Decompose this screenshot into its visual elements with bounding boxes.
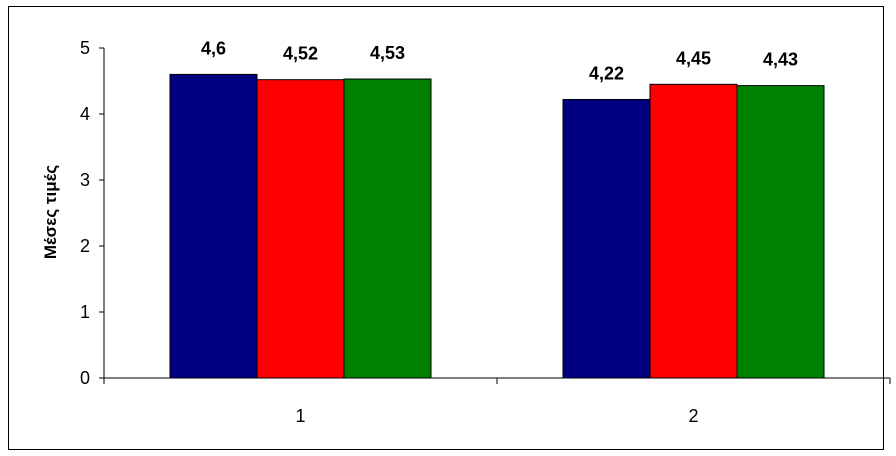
x-tick-label: 1 bbox=[295, 406, 305, 426]
y-axis: 0 1 2 3 4 5 bbox=[80, 38, 105, 388]
bars bbox=[169, 73, 825, 379]
y-tick-label: 5 bbox=[80, 38, 90, 58]
bar bbox=[736, 85, 825, 379]
y-tick-label: 3 bbox=[80, 170, 90, 190]
bar bbox=[343, 78, 432, 379]
y-axis-title: Μέσες τιμές bbox=[41, 165, 60, 259]
bar bbox=[562, 98, 651, 379]
y-tick-label: 1 bbox=[80, 302, 90, 322]
y-tick-label: 4 bbox=[80, 104, 90, 124]
bar bbox=[169, 73, 258, 379]
bar bbox=[649, 83, 738, 379]
data-label: 4,43 bbox=[763, 50, 798, 70]
bar bbox=[256, 79, 345, 379]
data-label: 4,45 bbox=[676, 48, 711, 68]
y-tick-label: 2 bbox=[80, 236, 90, 256]
data-label: 4,22 bbox=[589, 63, 624, 83]
x-tick-label: 2 bbox=[688, 406, 698, 426]
data-label: 4,52 bbox=[283, 44, 318, 64]
data-label: 4,53 bbox=[370, 43, 405, 63]
data-labels: 4,6 4,52 4,53 4,22 4,45 4,43 bbox=[201, 38, 798, 83]
data-label: 4,6 bbox=[201, 38, 226, 58]
y-tick-label: 0 bbox=[80, 368, 90, 388]
